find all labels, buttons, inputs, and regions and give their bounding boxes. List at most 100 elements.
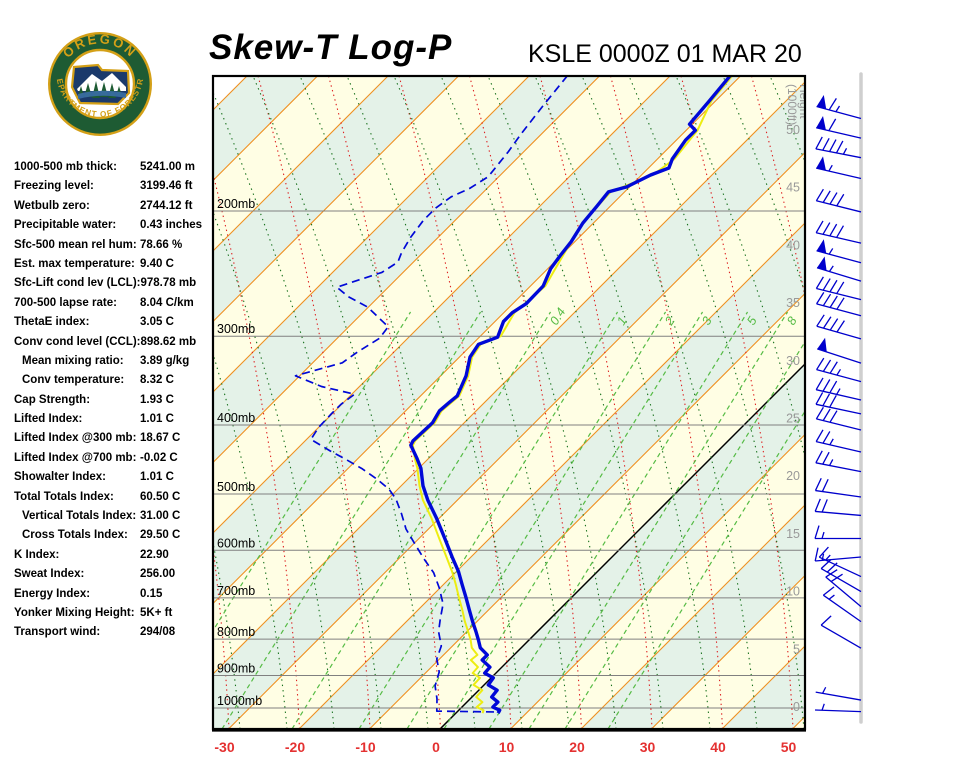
wind-barb — [815, 377, 862, 401]
wind-barb — [815, 136, 862, 159]
index-row: 1000-500 mb thick: 5241.00 m — [14, 161, 219, 180]
wind-barb — [814, 498, 862, 517]
height-tick-label: 15 — [786, 527, 800, 541]
index-value: 1.01 C — [140, 471, 174, 484]
index-row: Mean mixing ratio: 3.89 g/kg — [14, 355, 219, 374]
index-label: Conv cond level (CCL): — [14, 335, 141, 348]
index-label: K Index: — [14, 548, 60, 561]
index-row: Lifted Index @700 mb: -0.02 C — [14, 452, 219, 471]
index-value: 78.66 % — [140, 238, 183, 251]
index-row: Lifted Index: 1.01 C — [14, 413, 219, 432]
index-label: Lifted Index: — [14, 413, 83, 426]
wind-barb — [814, 525, 861, 540]
wind-barb — [815, 686, 862, 701]
pressure-label: 500mb — [217, 480, 255, 494]
height-tick-label: 10 — [786, 585, 800, 599]
wetbulb-trace — [411, 76, 734, 714]
logo-state-emblem — [70, 63, 131, 106]
index-label: Cap Strength: — [14, 393, 91, 406]
index-label: Vertical Totals Index: — [22, 510, 137, 523]
height-tick-label: 25 — [786, 412, 800, 426]
index-value: 256.00 — [140, 568, 176, 581]
index-label: Lifted Index @700 mb: — [14, 451, 137, 464]
index-label: Sfc-Lift cond lev (LCL): — [14, 277, 141, 290]
index-value: 1.93 C — [140, 393, 174, 406]
wind-barb — [815, 450, 862, 473]
plot-area: 0.4 1 2 3 5 8200mb300mb400mb500mb600mb700mb80… — [213, 76, 805, 729]
temp-tick-label: -30 — [214, 739, 234, 755]
index-value: 31.00 C — [140, 510, 181, 523]
isotherm — [369, 292, 805, 729]
index-label: 1000-500 mb thick: — [14, 161, 117, 173]
index-label: Sfc-500 mean rel hum: — [14, 238, 137, 251]
index-label: Total Totals Index: — [14, 490, 114, 503]
index-label: Showalter Index: — [14, 471, 107, 484]
wind-barb — [816, 115, 862, 139]
temp-tick-label: 20 — [569, 739, 585, 755]
index-value: 0.43 inches — [140, 219, 203, 232]
index-label: Freezing level: — [14, 180, 94, 193]
height-tick-label: 20 — [786, 469, 800, 483]
index-row: Conv temperature: 8.32 C — [14, 374, 219, 393]
temp-tick-label: 0 — [432, 739, 440, 755]
pressure-label: 900mb — [217, 661, 255, 675]
index-value: 3199.46 ft — [140, 180, 193, 193]
index-row: Cross Totals Index: 29.50 C — [14, 529, 219, 548]
temp-tick-label: 40 — [710, 739, 726, 755]
wind-barb — [815, 703, 862, 713]
index-row: Conv cond level (CCL): 898.62 mb — [14, 336, 219, 355]
station-datetime: KSLE 0000Z 01 MAR 20 — [528, 40, 802, 68]
index-label: Yonker Mixing Height: — [14, 606, 135, 619]
index-row: Total Totals Index: 60.50 C — [14, 491, 219, 510]
wind-barb — [816, 95, 862, 120]
isotherm — [298, 222, 805, 729]
indices-panel: 1000-500 mb thick: 5241.00 m Freezing leve… — [14, 161, 219, 646]
temp-tick-label: 30 — [640, 739, 656, 755]
pressure-label: 300mb — [217, 322, 255, 336]
wind-barb — [817, 337, 862, 364]
wind-barb — [816, 314, 862, 340]
index-label: Transport wind: — [14, 626, 101, 639]
index-row: ThetaE index: 3.05 C — [14, 316, 219, 335]
index-value: 22.90 — [140, 548, 169, 561]
index-row: Lifted Index @300 mb: 18.67 C — [14, 432, 219, 451]
index-label: Wetbulb zero: — [14, 199, 90, 212]
index-value: 60.50 C — [140, 490, 181, 503]
index-row: Est. max temperature: 9.40 C — [14, 258, 219, 277]
index-label: Energy Index: — [14, 587, 91, 600]
temp-tick-label: -10 — [355, 739, 375, 755]
pressure-label: 800mb — [217, 625, 255, 639]
height-tick-label: 30 — [786, 354, 800, 368]
isotherm — [510, 433, 805, 729]
isotherm — [213, 76, 459, 323]
temp-axis: -30 -20 -10 0 10 20 30 40 50 — [214, 739, 796, 755]
index-row: K Index: 22.90 — [14, 549, 219, 568]
height-axis-units: (1000ft) — [785, 84, 799, 125]
index-value: 8.04 C/km — [140, 296, 194, 309]
index-row: Cap Strength: 1.93 C — [14, 394, 219, 413]
temp-tick-label: 50 — [781, 739, 797, 755]
wind-barb — [816, 256, 862, 282]
height-tick-label: 35 — [786, 296, 800, 310]
wind-barb — [820, 558, 862, 593]
odf-logo: OREGON DEPARTMENT OF FORESTRY — [44, 27, 152, 136]
index-row: Energy Index: 0.15 — [14, 588, 219, 607]
pressure-lines: 200mb 300mb 400mb 500mb 600mb 700mb 800mb 900mb… — [213, 197, 805, 709]
dewpoint-trace — [294, 76, 569, 713]
pressure-label: 400mb — [217, 411, 255, 425]
wind-barb — [815, 188, 862, 213]
index-row: Yonker Mixing Height: 5K+ ft — [14, 607, 219, 626]
pressure-label: 200mb — [217, 197, 255, 211]
index-label: Est. max temperature: — [14, 257, 135, 270]
wind-barb — [815, 220, 862, 244]
index-label: Sweat Index: — [14, 568, 85, 581]
wind-barb — [815, 406, 862, 431]
height-tick-label: 40 — [786, 238, 800, 252]
wind-barb — [816, 357, 862, 383]
pressure-label: 600mb — [217, 536, 255, 550]
index-value: 5241.00 m — [140, 161, 195, 173]
height-tick-label: 50 — [786, 123, 800, 137]
height-axis: 0 5 10 15 20 25 30 35 40 45 50 Height(1000ft) — [785, 84, 805, 714]
wind-barb — [814, 477, 862, 498]
